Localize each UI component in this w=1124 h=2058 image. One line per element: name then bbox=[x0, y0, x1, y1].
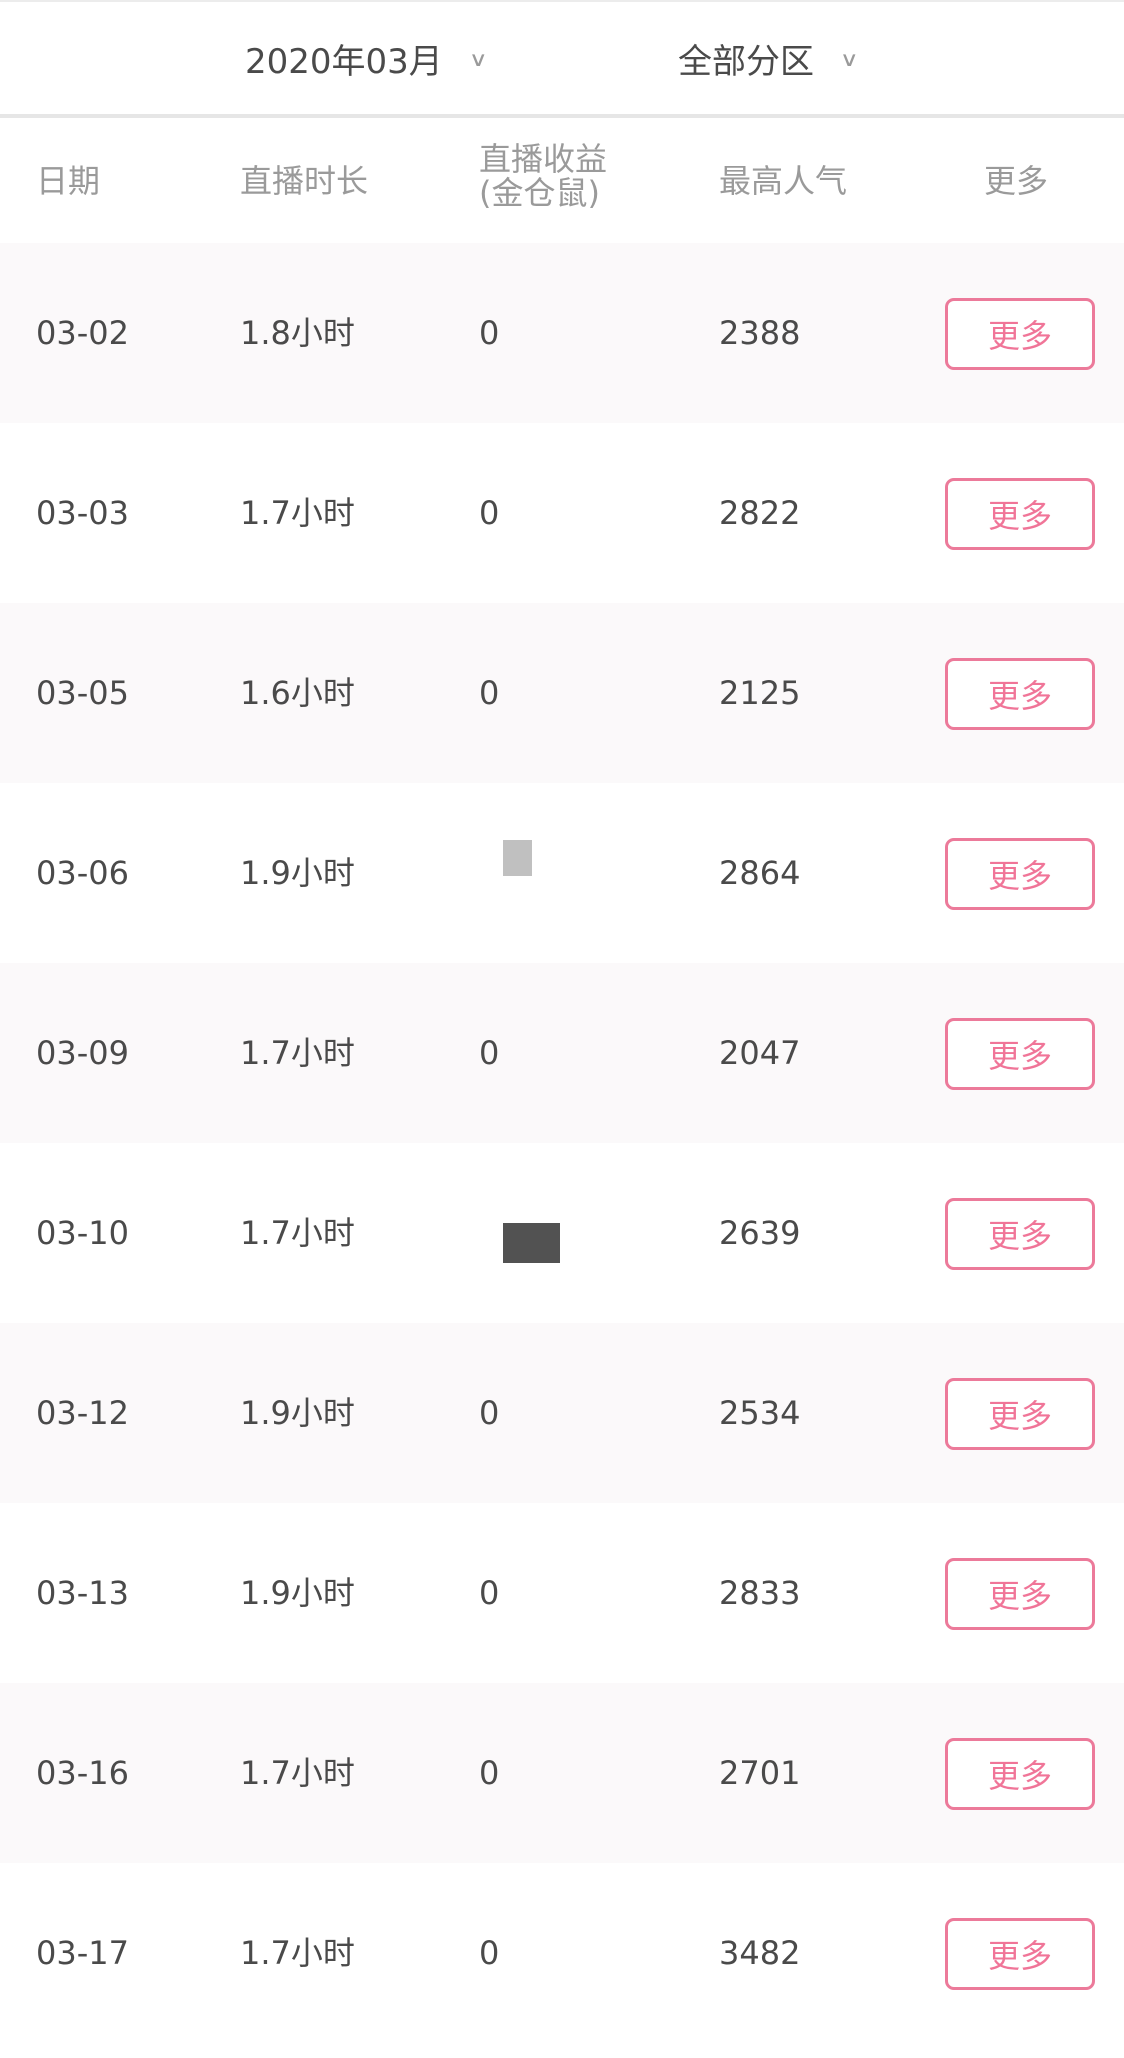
date-cell: 03-06 bbox=[36, 854, 129, 892]
header-revenue-line1: 直播收益 bbox=[479, 140, 608, 178]
header-revenue-line2: (金仓鼠) bbox=[479, 174, 600, 212]
popularity-cell: 2388 bbox=[719, 314, 801, 352]
table-row: 03-12 1.9小时 0 2534 更多 bbox=[0, 1323, 1124, 1503]
date-cell: 03-13 bbox=[36, 1574, 129, 1612]
more-button[interactable]: 更多 bbox=[945, 478, 1095, 550]
more-button[interactable]: 更多 bbox=[945, 298, 1095, 370]
table-row: 03-03 1.7小时 0 2822 更多 bbox=[0, 423, 1124, 603]
popularity-cell: 2047 bbox=[719, 1034, 801, 1072]
revenue-cell: 0 bbox=[479, 1574, 500, 1612]
popularity-cell: 2125 bbox=[719, 674, 801, 712]
revenue-placeholder bbox=[503, 1223, 560, 1263]
chevron-down-icon: ∨ bbox=[839, 46, 859, 71]
popularity-cell: 2833 bbox=[719, 1574, 801, 1612]
table-row: 03-17 1.7小时 0 3482 更多 bbox=[0, 1863, 1124, 2043]
filter-bar: 2020年03月 ∨ 全部分区 ∨ bbox=[0, 0, 1124, 118]
revenue-cell: 0 bbox=[479, 1934, 500, 1972]
date-cell: 03-02 bbox=[36, 314, 129, 352]
duration-cell: 1.9小时 bbox=[240, 1574, 355, 1612]
date-cell: 03-16 bbox=[36, 1754, 129, 1792]
popularity-cell: 2822 bbox=[719, 494, 801, 532]
date-cell: 03-17 bbox=[36, 1934, 129, 1972]
area-dropdown[interactable]: 全部分区 ∨ bbox=[678, 34, 859, 83]
month-dropdown[interactable]: 2020年03月 ∨ bbox=[245, 34, 488, 83]
table-row: 03-06 1.9小时 2864 更多 bbox=[0, 783, 1124, 963]
duration-cell: 1.9小时 bbox=[240, 854, 355, 892]
chevron-down-icon: ∨ bbox=[468, 46, 488, 71]
more-button[interactable]: 更多 bbox=[945, 1738, 1095, 1810]
date-cell: 03-12 bbox=[36, 1394, 129, 1432]
table-row: 03-09 1.7小时 0 2047 更多 bbox=[0, 963, 1124, 1143]
date-cell: 03-05 bbox=[36, 674, 129, 712]
duration-cell: 1.6小时 bbox=[240, 674, 355, 712]
duration-cell: 1.7小时 bbox=[240, 1934, 355, 1972]
header-date: 日期 bbox=[36, 162, 101, 200]
revenue-cell: 0 bbox=[479, 1034, 500, 1072]
popularity-cell: 2534 bbox=[719, 1394, 801, 1432]
table-row: 03-05 1.6小时 0 2125 更多 bbox=[0, 603, 1124, 783]
more-button[interactable]: 更多 bbox=[945, 838, 1095, 910]
duration-cell: 1.7小时 bbox=[240, 1754, 355, 1792]
duration-cell: 1.7小时 bbox=[240, 1214, 355, 1252]
popularity-cell: 2639 bbox=[719, 1214, 801, 1252]
more-button[interactable]: 更多 bbox=[945, 1558, 1095, 1630]
revenue-cell: 0 bbox=[479, 314, 500, 352]
popularity-cell: 2701 bbox=[719, 1754, 801, 1792]
date-cell: 03-09 bbox=[36, 1034, 129, 1072]
popularity-cell: 2864 bbox=[719, 854, 801, 892]
area-value: 全部分区 bbox=[678, 42, 814, 82]
popularity-cell: 3482 bbox=[719, 1934, 801, 1972]
duration-cell: 1.9小时 bbox=[240, 1394, 355, 1432]
table-row: 03-16 1.7小时 0 2701 更多 bbox=[0, 1683, 1124, 1863]
more-button[interactable]: 更多 bbox=[945, 1378, 1095, 1450]
duration-cell: 1.7小时 bbox=[240, 1034, 355, 1072]
header-popularity: 最高人气 bbox=[719, 162, 848, 200]
table-row: 03-13 1.9小时 0 2833 更多 bbox=[0, 1503, 1124, 1683]
revenue-placeholder bbox=[503, 840, 532, 876]
more-button[interactable]: 更多 bbox=[945, 658, 1095, 730]
month-value: 2020年03月 bbox=[245, 42, 443, 82]
revenue-cell: 0 bbox=[479, 494, 500, 532]
table-row: 03-10 1.7小时 2639 更多 bbox=[0, 1143, 1124, 1323]
more-button[interactable]: 更多 bbox=[945, 1918, 1095, 1990]
header-duration: 直播时长 bbox=[240, 162, 369, 200]
header-revenue: 直播收益 (金仓鼠) bbox=[479, 142, 607, 210]
revenue-cell: 0 bbox=[479, 1394, 500, 1432]
table-header: 日期 直播时长 直播收益 (金仓鼠) 最高人气 更多 bbox=[0, 118, 1124, 243]
date-cell: 03-03 bbox=[36, 494, 129, 532]
duration-cell: 1.7小时 bbox=[240, 494, 355, 532]
more-button[interactable]: 更多 bbox=[945, 1018, 1095, 1090]
table-row: 03-02 1.8小时 0 2388 更多 bbox=[0, 243, 1124, 423]
date-cell: 03-10 bbox=[36, 1214, 129, 1252]
header-more: 更多 bbox=[984, 162, 1049, 200]
revenue-cell: 0 bbox=[479, 1754, 500, 1792]
revenue-cell: 0 bbox=[479, 674, 500, 712]
duration-cell: 1.8小时 bbox=[240, 314, 355, 352]
more-button[interactable]: 更多 bbox=[945, 1198, 1095, 1270]
